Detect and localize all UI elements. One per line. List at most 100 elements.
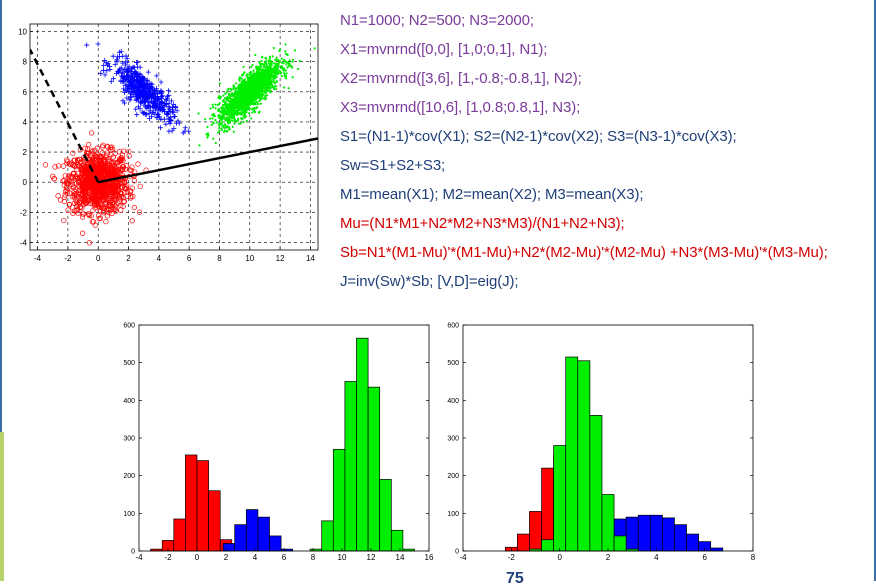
scatter-point [260, 77, 263, 80]
scatter-point [271, 84, 274, 87]
scatter-point [246, 101, 249, 104]
scatter-point [92, 222, 98, 228]
scatter-point [116, 67, 122, 73]
scatter-point [158, 98, 164, 104]
scatter-point [50, 173, 56, 179]
scatter-point [173, 105, 179, 111]
histogram-bar [517, 533, 530, 552]
y-tick-label: -4 [20, 238, 28, 247]
scatter-point [248, 112, 251, 115]
histogram-bar [367, 386, 381, 552]
histogram-bar [196, 460, 209, 552]
scatter-point [218, 97, 222, 100]
scatter-point [86, 172, 92, 179]
scatter-point [280, 61, 283, 64]
scatter-point [130, 82, 136, 88]
scatter-point [263, 79, 266, 83]
scatter-point [55, 193, 61, 199]
histogram-bar [222, 543, 236, 552]
scatter-point [154, 73, 160, 79]
scatter-point [79, 163, 86, 169]
scatter-point [272, 46, 275, 50]
scatter-point [115, 69, 121, 75]
scatter-point [248, 101, 251, 104]
histogram-bar [625, 516, 639, 552]
scatter-point [118, 48, 124, 54]
scatter-point [129, 164, 135, 170]
scatter-point [245, 88, 248, 91]
scatter-point [104, 186, 110, 192]
scatter-point [248, 95, 251, 98]
scatter-point [149, 113, 155, 119]
y-tick-label: 400 [447, 398, 459, 405]
page-number: 75 [506, 570, 524, 587]
scatter-point [246, 106, 249, 109]
scatter-point [257, 76, 260, 79]
scatter-point [75, 201, 81, 207]
x-tick-label: 12 [367, 553, 376, 562]
scatter-point [227, 109, 230, 112]
scatter-point [236, 90, 239, 93]
scatter-point [265, 63, 268, 67]
scatter-point [282, 62, 285, 65]
scatter-point [66, 161, 73, 167]
scatter-point [249, 97, 253, 100]
scatter-point [264, 61, 267, 64]
scatter-point [240, 117, 244, 120]
scatter-point [230, 117, 233, 120]
scatter-point [149, 92, 155, 98]
scatter-point [136, 209, 143, 215]
y-tick-label: 100 [123, 511, 135, 518]
scatter-point [236, 119, 239, 123]
scatter-point [131, 92, 137, 98]
scatter-point [165, 88, 171, 94]
scatter-point [68, 178, 75, 185]
scatter-point [237, 117, 240, 120]
scatter-point [119, 164, 126, 170]
scatter-point [117, 189, 123, 196]
scatter-point [227, 113, 230, 116]
scatter-point [156, 105, 162, 111]
scatter-point [162, 108, 168, 114]
scatter-point [153, 86, 159, 92]
scatter-point [262, 63, 266, 66]
scatter-point [135, 161, 141, 167]
scatter-points [30, 41, 318, 246]
scatter-point [140, 94, 146, 100]
scatter-point [163, 121, 169, 127]
scatter-point [112, 61, 118, 67]
scatter-point [76, 180, 82, 186]
scatter-point [85, 150, 91, 157]
scatter-point [142, 91, 148, 97]
histogram-bar [589, 415, 603, 552]
scatter-point [135, 84, 141, 90]
scatter-point [270, 72, 273, 75]
y-tick-label: 200 [447, 473, 459, 480]
scatter-point [110, 76, 116, 82]
scatter-point [282, 58, 286, 62]
scatter-point [231, 119, 234, 122]
scatter-point [270, 76, 273, 79]
x-tick-label: 10 [245, 254, 254, 263]
scatter-point [259, 65, 262, 68]
scatter-point [64, 190, 70, 196]
scatter-point [88, 130, 95, 136]
scatter-point [169, 128, 175, 134]
x-tick-label: 8 [311, 553, 316, 562]
scatter-point [100, 67, 106, 73]
scatter-point [166, 104, 172, 110]
scatter-point [102, 72, 108, 78]
scatter-point [121, 73, 127, 79]
scatter-point [209, 117, 212, 120]
scatter-point [270, 64, 273, 67]
scatter-point [112, 172, 119, 178]
scatter-point [243, 106, 246, 109]
scatter-point [157, 125, 163, 131]
code-line: X3=mvnrnd([10,6], [1,0.8;0.8,1], N3); [340, 99, 581, 116]
scatter-point [98, 190, 105, 196]
scatter-point [240, 73, 244, 77]
scatter-point [248, 92, 251, 95]
scatter-point [92, 202, 98, 208]
scatter-point [234, 99, 237, 102]
y-tick-label: 600 [447, 323, 459, 330]
